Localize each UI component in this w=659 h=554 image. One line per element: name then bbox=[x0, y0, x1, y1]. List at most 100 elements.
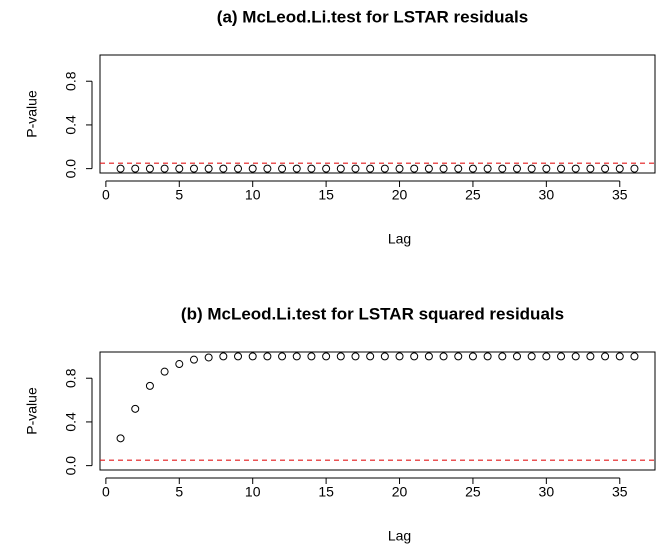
point bbox=[424, 164, 433, 173]
point bbox=[498, 352, 507, 361]
point bbox=[278, 164, 287, 173]
x-tick-label: 20 bbox=[392, 187, 408, 203]
point bbox=[571, 164, 580, 173]
chart-title: (b) McLeod.Li.test for LSTAR squared res… bbox=[181, 304, 564, 323]
point bbox=[468, 352, 477, 361]
point bbox=[175, 360, 184, 369]
point bbox=[292, 352, 301, 361]
point bbox=[351, 352, 360, 361]
point bbox=[145, 381, 154, 390]
point bbox=[557, 164, 566, 173]
x-axis-label: Lag bbox=[388, 231, 411, 247]
point bbox=[336, 164, 345, 173]
point bbox=[586, 352, 595, 361]
x-tick-label: 10 bbox=[245, 187, 261, 203]
x-tick-label: 10 bbox=[245, 484, 261, 500]
point bbox=[395, 352, 404, 361]
point bbox=[189, 164, 198, 173]
point bbox=[234, 164, 243, 173]
plot-box bbox=[99, 54, 656, 174]
point bbox=[307, 164, 316, 173]
point bbox=[468, 164, 477, 173]
point bbox=[160, 164, 169, 173]
point bbox=[263, 164, 272, 173]
point bbox=[630, 164, 639, 173]
point bbox=[278, 352, 287, 361]
point bbox=[615, 164, 624, 173]
point bbox=[351, 164, 360, 173]
y-axis-label: P-value bbox=[24, 90, 40, 138]
point bbox=[542, 164, 551, 173]
x-tick-label: 15 bbox=[318, 484, 334, 500]
point bbox=[204, 353, 213, 362]
point bbox=[131, 164, 140, 173]
point bbox=[424, 352, 433, 361]
x-tick-label: 15 bbox=[318, 187, 334, 203]
point bbox=[248, 352, 257, 361]
x-tick-label: 5 bbox=[175, 484, 183, 500]
point bbox=[571, 352, 580, 361]
chart-title: (a) McLeod.Li.test for LSTAR residuals bbox=[217, 7, 528, 26]
point bbox=[307, 352, 316, 361]
point bbox=[483, 164, 492, 173]
point bbox=[380, 352, 389, 361]
y-tick-label: 0.8 bbox=[63, 368, 79, 388]
point bbox=[248, 164, 257, 173]
point bbox=[615, 352, 624, 361]
point bbox=[116, 164, 125, 173]
point bbox=[498, 164, 507, 173]
point bbox=[131, 404, 140, 413]
point bbox=[336, 352, 345, 361]
point bbox=[410, 164, 419, 173]
point bbox=[145, 164, 154, 173]
x-tick-label: 35 bbox=[612, 484, 628, 500]
x-tick-label: 5 bbox=[175, 187, 183, 203]
point bbox=[527, 164, 536, 173]
point bbox=[380, 164, 389, 173]
point bbox=[189, 355, 198, 364]
point bbox=[512, 352, 521, 361]
x-tick-label: 35 bbox=[612, 187, 628, 203]
point bbox=[366, 352, 375, 361]
point bbox=[527, 352, 536, 361]
point bbox=[454, 352, 463, 361]
point bbox=[557, 352, 566, 361]
point bbox=[439, 352, 448, 361]
point bbox=[292, 164, 301, 173]
point bbox=[395, 164, 404, 173]
point bbox=[439, 164, 448, 173]
x-tick-label: 30 bbox=[539, 484, 555, 500]
y-tick-label: 0.4 bbox=[63, 115, 79, 135]
x-axis-label: Lag bbox=[388, 528, 411, 544]
point bbox=[454, 164, 463, 173]
point bbox=[116, 434, 125, 443]
x-tick-label: 30 bbox=[539, 187, 555, 203]
point bbox=[630, 352, 639, 361]
point bbox=[483, 352, 492, 361]
point bbox=[263, 352, 272, 361]
y-tick-label: 0.0 bbox=[63, 159, 79, 179]
point bbox=[410, 352, 419, 361]
y-tick-label: 0.0 bbox=[63, 456, 79, 476]
point bbox=[322, 164, 331, 173]
x-tick-label: 0 bbox=[102, 484, 110, 500]
x-tick-label: 25 bbox=[465, 187, 481, 203]
x-tick-label: 0 bbox=[102, 187, 110, 203]
point bbox=[542, 352, 551, 361]
point bbox=[512, 164, 521, 173]
point bbox=[601, 164, 610, 173]
point bbox=[175, 164, 184, 173]
point bbox=[219, 164, 228, 173]
point bbox=[322, 352, 331, 361]
point bbox=[366, 164, 375, 173]
plot-box bbox=[99, 351, 656, 471]
x-tick-label: 25 bbox=[465, 484, 481, 500]
point bbox=[586, 164, 595, 173]
y-tick-label: 0.4 bbox=[63, 412, 79, 432]
point bbox=[204, 164, 213, 173]
point bbox=[160, 367, 169, 376]
y-axis-label: P-value bbox=[24, 387, 40, 435]
point bbox=[219, 352, 228, 361]
point bbox=[601, 352, 610, 361]
